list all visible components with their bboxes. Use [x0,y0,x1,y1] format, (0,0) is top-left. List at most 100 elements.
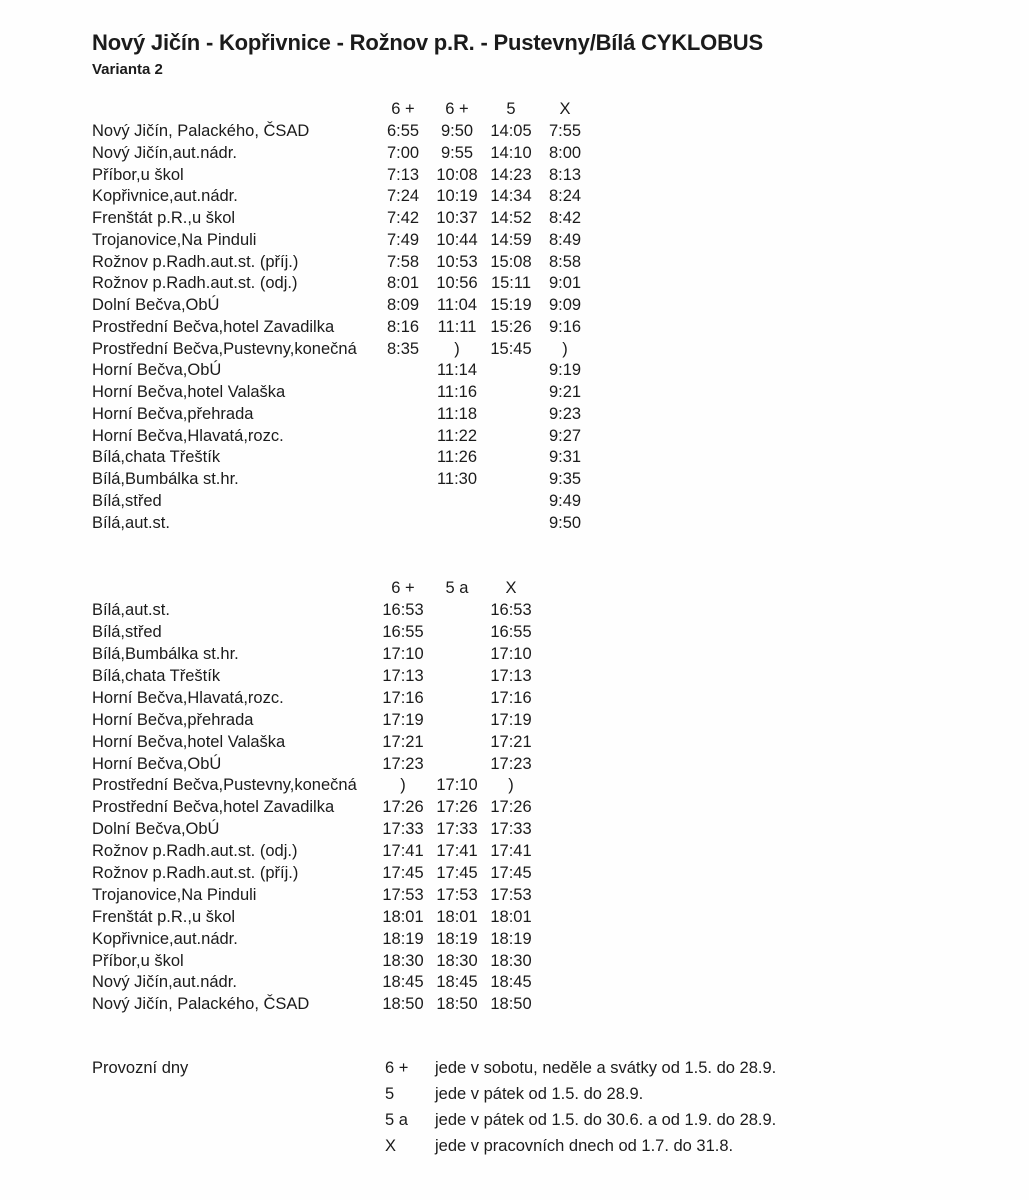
timetable-row: Dolní Bečva,ObÚ 8:09 11:04 15:19 9:09 [92,295,592,317]
departure-time [484,491,538,513]
departure-time: 10:08 [436,165,478,184]
departure-time: 7:42 [386,209,420,228]
timetable-row: Prostřední Bečva,hotel Zavadilka 8:16 11:1… [92,317,592,339]
departure-time: 17:13 [490,667,532,685]
departure-time: 9:31 [548,448,582,467]
departure-time: 11:11 [437,317,477,336]
departure-time [430,491,484,513]
departure-time: 14:05 [490,122,532,141]
departure-time [376,469,430,491]
departure-time [430,512,484,534]
departure-time: 9:35 [548,470,582,489]
departure-time: 17:53 [490,885,532,904]
timetable-row: Prostřední Bečva,Pustevny,konečná 8:35) 15… [92,338,592,360]
departure-time [430,731,484,753]
departure-time: 9:23 [548,404,582,423]
timetable-row: Bílá,Bumbálka st.hr. 17:10 17:10 [92,644,538,666]
stop-name: Trojanovice,Na Pinduli [92,230,257,249]
departure-time: 10:37 [436,209,478,228]
departure-time: 8:01 [386,274,420,293]
timetable-row: Horní Bečva,hotel Valaška 17:21 17:21 [92,731,538,753]
departure-time: 14:52 [490,209,532,228]
departure-time [484,425,538,447]
departure-time: 18:30 [490,951,532,970]
column-header: 5 [506,100,516,119]
stop-name: Dolní Bečva,ObÚ [92,820,220,839]
departure-time [430,753,484,775]
departure-time: 17:21 [490,732,532,751]
timetable-row: Nový Jičín, Palackého, ČSAD 18:50 18:50 18:… [92,994,538,1016]
stop-name: Příbor,u škol [92,165,184,184]
timetable-row: Nový Jičín,aut.nádr. 18:45 18:45 18:45 [92,972,538,994]
timetable-row: Horní Bečva,přehrada 17:19 17:19 [92,709,538,731]
stop-name: Bílá,aut.st. [92,513,170,532]
departure-time: 15:11 [490,274,532,293]
timetable-row: Kopřivnice,aut.nádr. 18:19 18:19 18:19 [92,928,538,950]
note-symbol: 5 a [385,1111,408,1129]
departure-time [376,425,430,447]
timetable-row: Rožnov p.Radh.aut.st. (odj.) 17:41 17:41 17… [92,841,538,863]
stop-name: Horní Bečva,ObÚ [92,361,222,380]
departure-time: 18:50 [490,995,532,1014]
departure-time: 14:59 [490,230,532,249]
stop-name: Kopřivnice,aut.nádr. [92,929,238,948]
note-row: 5 jede v pátek od 1.5. do 28.9. [385,1081,776,1107]
departure-time [376,404,430,426]
departure-time: 16:55 [490,623,532,642]
stop-name: Frenštát p.R.,u škol [92,907,236,926]
departure-time: 17:10 [490,645,532,664]
departure-time: 17:33 [490,820,532,839]
departure-time: 9:21 [548,383,582,402]
departure-time: 7:55 [548,122,582,141]
departure-time: 17:41 [490,842,532,861]
departure-time: 18:19 [490,929,532,948]
stop-name: Horní Bečva,přehrada [92,404,254,423]
departure-time: 17:45 [382,864,424,883]
timetable-row: Nový Jičín,aut.nádr. 7:00 9:55 14:10 8:00 [92,143,592,165]
departure-time [376,491,430,513]
timetable-row: Bílá,aut.st. 16:53 16:53 [92,600,538,622]
timetable-row: Nový Jičín, Palackého, ČSAD 6:55 9:50 14:05… [92,121,592,143]
departure-time: 18:30 [382,951,424,970]
departure-time: 10:19 [436,187,478,206]
column-header: 6 + [391,100,415,119]
timetable-row: Prostřední Bečva,hotel Zavadilka 17:26 17:… [92,797,538,819]
departure-time: 17:26 [490,798,532,817]
note-row: 5 a jede v pátek od 1.5. do 30.6. a od 1.… [385,1107,776,1133]
departure-time [430,687,484,709]
stop-name: Prostřední Bečva,hotel Zavadilka [92,798,335,817]
departure-time: 8:35 [386,339,420,358]
timetable-row: Horní Bečva,přehrada 11:18 9:23 [92,404,592,426]
departure-time: 14:10 [490,143,532,162]
departure-time [430,666,484,688]
stop-name: Příbor,u škol [92,951,184,970]
timetable-row: Bílá,Bumbálka st.hr. 11:30 9:35 [92,469,592,491]
timetable-row: Bílá,střed 9:49 [92,491,592,513]
timetable-row: Rožnov p.Radh.aut.st. (příj.) 7:58 10:53 15… [92,251,592,273]
departure-time: 17:33 [382,820,424,839]
timetable-row: Rožnov p.Radh.aut.st. (příj.) 17:45 17:45 1… [92,863,538,885]
departure-time: 14:23 [490,165,532,184]
departure-time: 17:33 [436,820,478,839]
departure-time: 9:01 [548,274,582,293]
departure-time: 17:19 [490,710,532,729]
stop-name: Horní Bečva,hotel Valaška [92,732,286,751]
stop-name: Dolní Bečva,ObÚ [92,296,220,315]
stop-name: Horní Bečva,Hlavatá,rozc. [92,688,284,707]
departure-time: 11:30 [436,470,478,489]
departure-time: 9:16 [548,317,582,336]
departure-time: 18:19 [436,929,478,948]
stop-name: Prostřední Bečva,hotel Zavadilka [92,317,335,336]
stop-name: Bílá,aut.st. [92,601,170,620]
departure-time: 17:26 [436,798,478,817]
departure-time: 10:53 [436,252,478,271]
departure-time: 17:16 [490,688,532,707]
departure-time: 18:30 [436,951,478,970]
departure-time: 17:10 [436,776,478,795]
departure-time: 9:50 [548,513,582,532]
notes-label: Provozní dny [92,1059,189,1077]
departure-time [484,404,538,426]
departure-time [430,644,484,666]
timetable-morning: 6 + 6 + 5 X Nový Jičín, Palackého, ČSAD 6:55… [92,99,592,534]
